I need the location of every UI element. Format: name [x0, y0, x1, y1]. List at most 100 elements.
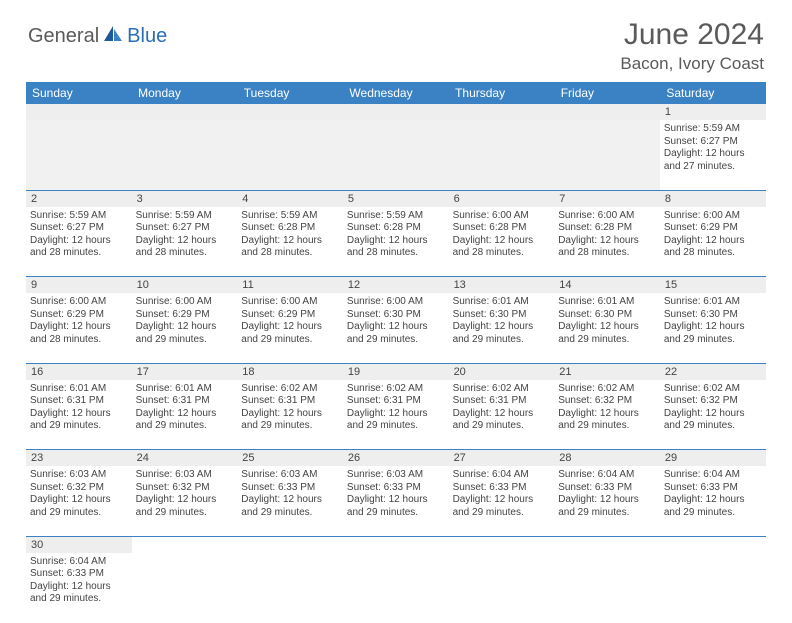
day-number: 4 — [237, 191, 343, 207]
sunrise-line: Sunrise: 6:00 AM — [136, 296, 234, 309]
daylight-line-1: Daylight: 12 hours — [241, 235, 339, 248]
daynum-row: 30 — [26, 536, 766, 553]
sunset-line: Sunset: 6:29 PM — [136, 309, 234, 322]
day-number-empty — [343, 104, 449, 120]
day-number: 18 — [237, 364, 343, 380]
day-number: 14 — [554, 277, 660, 293]
daylight-line-2: and 28 minutes. — [30, 247, 128, 260]
weekday-header: Friday — [554, 82, 660, 104]
trailing-blank — [554, 536, 660, 553]
day-number: 21 — [554, 364, 660, 380]
sunset-line: Sunset: 6:33 PM — [453, 482, 551, 495]
sunrise-line: Sunrise: 6:00 AM — [558, 210, 656, 223]
sunset-line: Sunset: 6:32 PM — [558, 395, 656, 408]
day-cell: Sunrise: 6:02 AMSunset: 6:31 PMDaylight:… — [343, 380, 449, 450]
daylight-line-1: Daylight: 12 hours — [347, 235, 445, 248]
weekday-header: Saturday — [660, 82, 766, 104]
day-number-empty — [449, 104, 555, 120]
day-details: Sunrise: 6:01 AMSunset: 6:31 PMDaylight:… — [30, 382, 128, 433]
daylight-line-1: Daylight: 12 hours — [30, 408, 128, 421]
daynum-row: 23242526272829 — [26, 450, 766, 467]
calendar-row: Sunrise: 5:59 AMSunset: 6:27 PMDaylight:… — [26, 120, 766, 190]
sunrise-line: Sunrise: 6:02 AM — [664, 383, 762, 396]
sunrise-line: Sunrise: 6:02 AM — [347, 383, 445, 396]
daylight-line-2: and 29 minutes. — [347, 507, 445, 520]
day-cell: Sunrise: 6:02 AMSunset: 6:31 PMDaylight:… — [237, 380, 343, 450]
daylight-line-2: and 29 minutes. — [664, 420, 762, 433]
daylight-line-2: and 29 minutes. — [558, 507, 656, 520]
day-details: Sunrise: 6:02 AMSunset: 6:31 PMDaylight:… — [241, 382, 339, 433]
day-number: 2 — [26, 191, 132, 207]
daylight-line-1: Daylight: 12 hours — [558, 235, 656, 248]
day-cell: Sunrise: 5:59 AMSunset: 6:27 PMDaylight:… — [660, 120, 766, 190]
day-number: 13 — [449, 277, 555, 293]
sunrise-line: Sunrise: 6:00 AM — [347, 296, 445, 309]
daylight-line-1: Daylight: 12 hours — [136, 321, 234, 334]
leading-blank — [132, 120, 238, 190]
header: General Blue June 2024 Bacon, Ivory Coas… — [0, 0, 792, 82]
trailing-blank — [343, 536, 449, 553]
day-cell: Sunrise: 6:01 AMSunset: 6:30 PMDaylight:… — [660, 293, 766, 363]
day-cell: Sunrise: 6:00 AMSunset: 6:29 PMDaylight:… — [26, 293, 132, 363]
sunset-line: Sunset: 6:32 PM — [136, 482, 234, 495]
day-details: Sunrise: 6:00 AMSunset: 6:29 PMDaylight:… — [30, 295, 128, 346]
daylight-line-1: Daylight: 12 hours — [241, 494, 339, 507]
sunrise-line: Sunrise: 6:04 AM — [558, 469, 656, 482]
sunset-line: Sunset: 6:31 PM — [241, 395, 339, 408]
day-number: 1 — [660, 104, 766, 120]
day-details: Sunrise: 6:01 AMSunset: 6:31 PMDaylight:… — [136, 382, 234, 433]
trailing-blank — [449, 536, 555, 553]
daylight-line-2: and 29 minutes. — [347, 334, 445, 347]
day-details: Sunrise: 6:00 AMSunset: 6:28 PMDaylight:… — [558, 209, 656, 260]
sunrise-line: Sunrise: 6:01 AM — [30, 383, 128, 396]
sunset-line: Sunset: 6:30 PM — [347, 309, 445, 322]
daynum-row: 1 — [26, 104, 766, 120]
daylight-line-2: and 29 minutes. — [30, 507, 128, 520]
day-number: 8 — [660, 191, 766, 207]
leading-blank — [26, 120, 132, 190]
daylight-line-2: and 29 minutes. — [453, 334, 551, 347]
daylight-line-1: Daylight: 12 hours — [241, 408, 339, 421]
day-cell: Sunrise: 6:03 AMSunset: 6:33 PMDaylight:… — [343, 466, 449, 536]
sunrise-line: Sunrise: 5:59 AM — [30, 210, 128, 223]
day-cell: Sunrise: 6:00 AMSunset: 6:29 PMDaylight:… — [132, 293, 238, 363]
daylight-line-2: and 29 minutes. — [136, 334, 234, 347]
title-block: June 2024 Bacon, Ivory Coast — [620, 18, 764, 74]
day-cell: Sunrise: 6:00 AMSunset: 6:30 PMDaylight:… — [343, 293, 449, 363]
sunset-line: Sunset: 6:30 PM — [558, 309, 656, 322]
day-number: 28 — [554, 450, 660, 466]
calendar-row: Sunrise: 6:03 AMSunset: 6:32 PMDaylight:… — [26, 466, 766, 536]
day-details: Sunrise: 6:02 AMSunset: 6:31 PMDaylight:… — [453, 382, 551, 433]
logo: General Blue — [28, 18, 167, 49]
day-number-empty — [554, 104, 660, 120]
daylight-line-1: Daylight: 12 hours — [347, 321, 445, 334]
sunset-line: Sunset: 6:27 PM — [30, 222, 128, 235]
calendar-row: Sunrise: 6:04 AMSunset: 6:33 PMDaylight:… — [26, 553, 766, 623]
sunrise-line: Sunrise: 6:03 AM — [347, 469, 445, 482]
daylight-line-1: Daylight: 12 hours — [347, 494, 445, 507]
day-number: 10 — [132, 277, 238, 293]
daylight-line-2: and 28 minutes. — [136, 247, 234, 260]
daylight-line-2: and 28 minutes. — [30, 334, 128, 347]
day-cell: Sunrise: 6:02 AMSunset: 6:32 PMDaylight:… — [554, 380, 660, 450]
day-number: 7 — [554, 191, 660, 207]
day-number: 23 — [26, 450, 132, 466]
day-number: 16 — [26, 364, 132, 380]
calendar-row: Sunrise: 6:01 AMSunset: 6:31 PMDaylight:… — [26, 380, 766, 450]
day-cell: Sunrise: 6:04 AMSunset: 6:33 PMDaylight:… — [660, 466, 766, 536]
day-cell: Sunrise: 6:00 AMSunset: 6:29 PMDaylight:… — [660, 207, 766, 277]
daylight-line-1: Daylight: 12 hours — [558, 408, 656, 421]
daylight-line-2: and 28 minutes. — [241, 247, 339, 260]
sunset-line: Sunset: 6:31 PM — [453, 395, 551, 408]
location: Bacon, Ivory Coast — [620, 54, 764, 74]
sunrise-line: Sunrise: 6:03 AM — [136, 469, 234, 482]
sunset-line: Sunset: 6:33 PM — [241, 482, 339, 495]
day-cell: Sunrise: 5:59 AMSunset: 6:27 PMDaylight:… — [26, 207, 132, 277]
daylight-line-2: and 29 minutes. — [664, 507, 762, 520]
day-number: 20 — [449, 364, 555, 380]
daylight-line-2: and 29 minutes. — [453, 420, 551, 433]
sunset-line: Sunset: 6:28 PM — [558, 222, 656, 235]
daylight-line-1: Daylight: 12 hours — [30, 235, 128, 248]
day-number: 27 — [449, 450, 555, 466]
daylight-line-2: and 29 minutes. — [558, 334, 656, 347]
